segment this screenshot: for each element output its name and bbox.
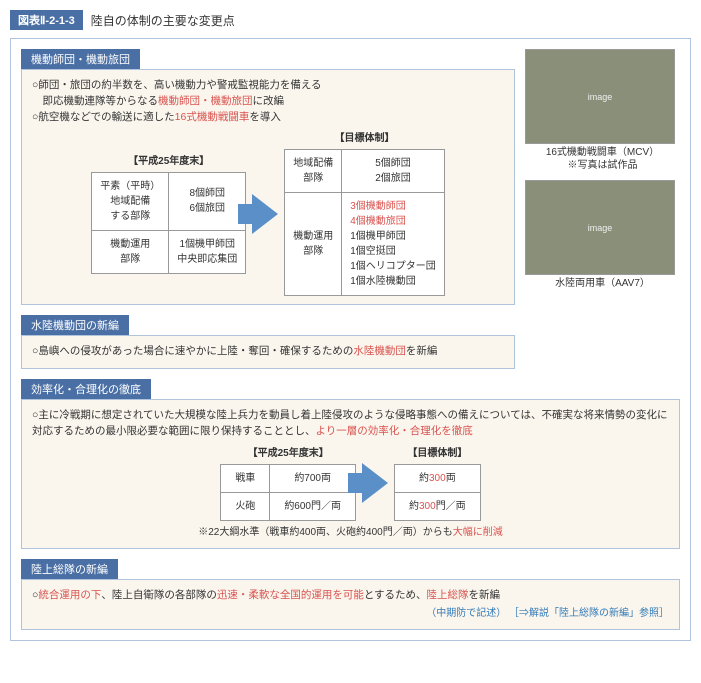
mcv-image: image [525, 49, 675, 144]
section-ground-command: 陸上総隊の新編 ○統合運用の下、陸上自衛隊の各部隊の迅速・柔軟な全国的運用を可能… [21, 559, 680, 631]
sec3-right-block: 【目標体制】 約300両 約300門／両 [394, 446, 481, 521]
side-images: image 16式機動戦闘車（MCV）※写真は試作品 image 水陸両用車（A… [525, 49, 680, 298]
sec3-right-head: 【目標体制】 [394, 446, 481, 461]
aav7-image: image [525, 180, 675, 275]
section3-header: 効率化・合理化の徹底 [21, 379, 151, 399]
figure-title: 陸自の体制の主要な変更点 [91, 12, 235, 29]
section4-body: ○統合運用の下、陸上自衛隊の各部隊の迅速・柔軟な全国的運用を可能とするため、陸上… [21, 579, 680, 631]
table-cell: 約700両 [270, 464, 356, 492]
sec3-left-head: 【平成25年度末】 [220, 446, 356, 461]
sec3-right-table: 約300両 約300門／両 [394, 464, 481, 521]
sec1-right-head: 【目標体制】 [284, 131, 445, 146]
section4-text: ○統合運用の下、陸上自衛隊の各部隊の迅速・柔軟な全国的運用を可能とするため、陸上… [32, 588, 669, 604]
figure-label: 図表Ⅱ-2-1-3 [10, 10, 83, 30]
section-mobile-divisions: 機動師団・機動旅団 ○師団・旅団の約半数を、高い機動力や警戒監視能力を備える 即… [21, 49, 515, 305]
table-cell: 機動運用部隊 [92, 230, 169, 273]
table-cell: 約300門／両 [395, 492, 481, 520]
section4-header: 陸上総隊の新編 [21, 559, 118, 579]
table-cell: 平素（平時）地域配備する部隊 [92, 172, 169, 230]
section1-header: 機動師団・機動旅団 [21, 49, 140, 69]
section1-right-block: 【目標体制】 地域配備部隊 5個師団2個旅団 機動運用部隊 3個機動師団 [284, 131, 445, 296]
section3-body: ○主に冷戦期に想定されていた大規模な陸上兵力を動員し着上陸侵攻のような侵略事態へ… [21, 399, 680, 549]
sec1-left-table: 平素（平時）地域配備する部隊 8個師団6個旅団 機動運用部隊 1個機甲師団中央即… [91, 172, 246, 274]
section1-table-area: 【平成25年度末】 平素（平時）地域配備する部隊 8個師団6個旅団 機動運用部隊… [32, 131, 504, 296]
section1-bullet2: ○航空機などでの輸送に適した16式機動戦闘車を導入 [32, 110, 504, 126]
table-cell: 1個機甲師団中央即応集団 [169, 230, 246, 273]
aav7-caption: 水陸両用車（AAV7） [525, 277, 680, 290]
mcv-caption: 16式機動戦闘車（MCV）※写真は試作品 [525, 146, 680, 172]
table-cell: 約300両 [395, 464, 481, 492]
section-amphibious: 水陸機動団の新編 ○島嶼への侵攻があった場合に速やかに上陸・奪回・確保するための… [21, 315, 515, 369]
table-cell: 約600門／両 [270, 492, 356, 520]
sec1-left-head: 【平成25年度末】 [91, 154, 246, 169]
section1-bullet1: ○師団・旅団の約半数を、高い機動力や警戒監視能力を備える 即応機動連隊等からなる… [32, 78, 504, 110]
section1-body: ○師団・旅団の約半数を、高い機動力や警戒監視能力を備える 即応機動連隊等からなる… [21, 69, 515, 305]
table-cell: 火砲 [221, 492, 270, 520]
section3-note: ※22大綱水準（戦車約400両、火砲約400門／両）からも大幅に削減 [32, 525, 669, 540]
section2-body: ○島嶼への侵攻があった場合に速やかに上陸・奪回・確保するための水陸機動団を新編 [21, 335, 515, 369]
table-cell: 3個機動師団 4個機動旅団 1個機甲師団 1個空挺団 1個ヘリコプター団 1個水… [342, 193, 445, 296]
section1-left-block: 【平成25年度末】 平素（平時）地域配備する部隊 8個師団6個旅団 機動運用部隊… [91, 154, 246, 274]
section2-header: 水陸機動団の新編 [21, 315, 129, 335]
table-cell: 機動運用部隊 [285, 193, 342, 296]
sec3-left-block: 【平成25年度末】 戦車約700両 火砲約600門／両 [220, 446, 356, 521]
table-cell: 5個師団2個旅団 [342, 150, 445, 193]
section4-ref: （中期防で記述） ［⇒解説「陸上総隊の新編」参照］ [32, 606, 669, 621]
table-cell: 戦車 [221, 464, 270, 492]
section3-text: ○主に冷戦期に想定されていた大規模な陸上兵力を動員し着上陸侵攻のような侵略事態へ… [32, 408, 669, 440]
arrow-icon [252, 194, 278, 234]
section-efficiency: 効率化・合理化の徹底 ○主に冷戦期に想定されていた大規模な陸上兵力を動員し着上陸… [21, 379, 680, 549]
outer-container: 機動師団・機動旅団 ○師団・旅団の約半数を、高い機動力や警戒監視能力を備える 即… [10, 38, 691, 641]
sec1-right-table: 地域配備部隊 5個師団2個旅団 機動運用部隊 3個機動師団 4個機動旅団 1個機… [284, 149, 445, 296]
arrow-icon [362, 463, 388, 503]
section3-table-area: 【平成25年度末】 戦車約700両 火砲約600門／両 【目標体制】 約300両… [32, 446, 669, 521]
sec3-left-table: 戦車約700両 火砲約600門／両 [220, 464, 356, 521]
ref-link[interactable]: ［⇒解説「陸上総隊の新編」参照］ [509, 608, 669, 619]
table-cell: 8個師団6個旅団 [169, 172, 246, 230]
table-cell: 地域配備部隊 [285, 150, 342, 193]
figure-header: 図表Ⅱ-2-1-3 陸自の体制の主要な変更点 [10, 10, 691, 30]
